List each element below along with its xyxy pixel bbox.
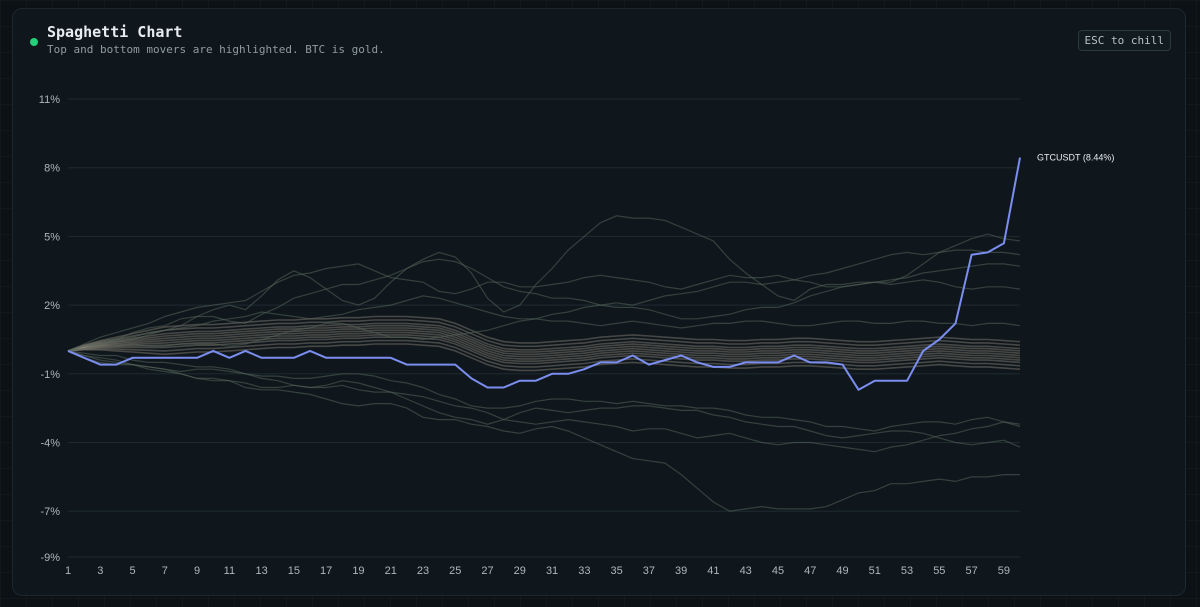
grid-lines (68, 98, 1020, 558)
x-tick-label: 25 (449, 565, 461, 577)
band-line (67, 343, 1021, 372)
chart-panel: Spaghetti Chart Top and bottom movers ar… (12, 8, 1186, 596)
context-line (67, 258, 1021, 352)
x-tick-label: 13 (256, 565, 268, 577)
band-line (67, 336, 1021, 365)
x-tick-label: 51 (869, 565, 881, 577)
y-tick-label: 5% (44, 231, 60, 243)
x-tick-label: 43 (740, 565, 752, 577)
highlight-series: GTCUSDT (8.44%) (67, 153, 1114, 391)
x-tick-label: 9 (194, 565, 200, 577)
x-tick-label: 57 (965, 565, 977, 577)
esc-button[interactable]: ESC to chill (1077, 30, 1171, 51)
x-tick-label: 49 (836, 565, 848, 577)
x-tick-label: 3 (97, 565, 103, 577)
x-tick-label: 31 (546, 565, 558, 577)
y-tick-label: -4% (40, 438, 60, 450)
x-tick-label: 7 (162, 565, 168, 577)
x-tick-label: 29 (514, 565, 526, 577)
x-tick-label: 53 (901, 565, 913, 577)
x-tick-label: 17 (320, 565, 332, 577)
context-line (67, 350, 1021, 448)
x-tick-label: 21 (385, 565, 397, 577)
x-tick-label: 27 (481, 565, 493, 577)
y-tick-label: -7% (40, 506, 60, 518)
x-tick-label: 45 (772, 565, 784, 577)
band-line (67, 329, 1021, 358)
x-tick-label: 23 (417, 565, 429, 577)
x-tick-label: 15 (288, 565, 300, 577)
context-line (67, 215, 1021, 352)
x-tick-label: 59 (998, 565, 1010, 577)
context-line (67, 350, 1020, 512)
x-tick-label: 5 (129, 565, 135, 577)
x-tick-label: 37 (643, 565, 655, 577)
band-line (67, 339, 1021, 368)
highlight-label: GTCUSDT (8.44%) (1037, 153, 1114, 163)
x-tick-label: 41 (707, 565, 719, 577)
x-axis-ticks: 1 3 5 7 9 11 13 15 17 19 21 23 25 27 29 31 33 35 37 39 41 43 4… (65, 565, 1010, 577)
band-line (67, 324, 1021, 353)
band-line (67, 327, 1021, 356)
y-tick-label: 11% (39, 94, 60, 106)
x-tick-label: 39 (675, 565, 687, 577)
y-tick-label: 8% (44, 163, 60, 175)
x-tick-label: 47 (804, 565, 816, 577)
x-tick-label: 55 (933, 565, 945, 577)
x-tick-label: 1 (65, 565, 71, 577)
context-line (67, 350, 1021, 453)
page-title: Spaghetti Chart (47, 23, 183, 41)
band-lines (67, 315, 1021, 372)
context-line (67, 249, 1021, 352)
highlight-line (67, 157, 1021, 391)
status-dot (30, 38, 38, 46)
x-tick-label: 35 (610, 565, 622, 577)
x-tick-label: 19 (352, 565, 364, 577)
context-line (67, 295, 1021, 352)
y-tick-label: -9% (40, 552, 60, 564)
context-lines (67, 215, 1021, 512)
band-line (67, 322, 1021, 352)
x-tick-label: 33 (578, 565, 590, 577)
page-subtitle: Top and bottom movers are highlighted. B… (47, 43, 385, 56)
band-line (67, 331, 1021, 360)
x-tick-label: 11 (224, 565, 235, 577)
y-axis-ticks: 11% 8% 5% 2% -1% -4% -7% -9% (39, 94, 60, 564)
band-line (67, 315, 1021, 352)
band-line (67, 319, 1021, 352)
y-tick-label: -1% (40, 369, 60, 381)
band-line (67, 334, 1021, 362)
context-line (67, 350, 1021, 432)
y-tick-label: 2% (44, 300, 60, 312)
